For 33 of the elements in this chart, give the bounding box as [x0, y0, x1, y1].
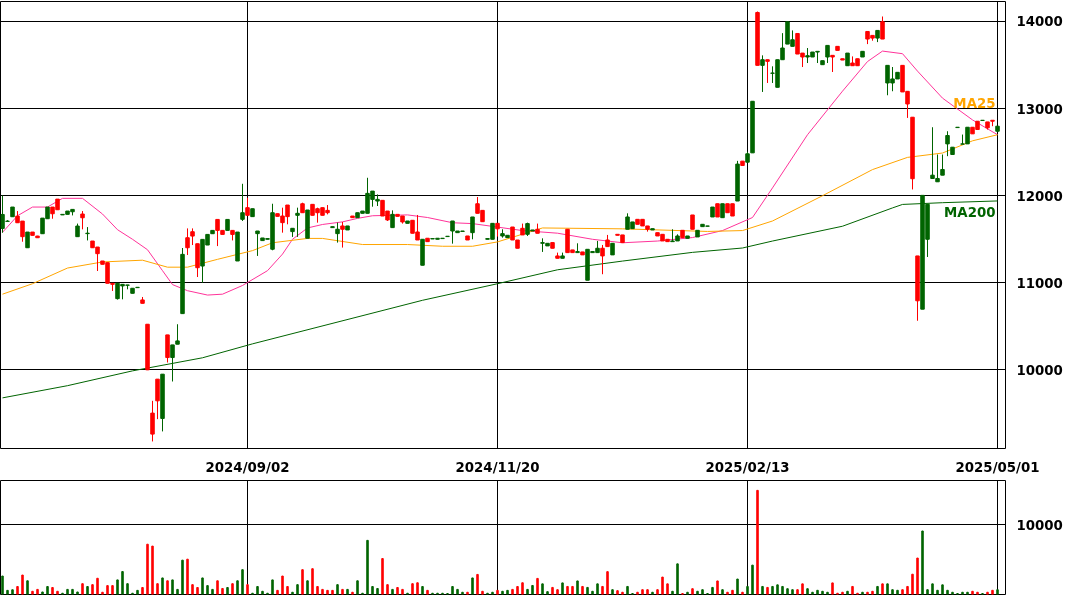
- candlestick: [470, 216, 475, 240]
- series-label: MA200: [944, 204, 996, 220]
- candlestick: [165, 334, 170, 363]
- candlestick: [335, 222, 340, 244]
- line-series: [2, 134, 998, 295]
- candlestick: [340, 221, 345, 249]
- candlestick: [80, 210, 85, 230]
- candlestick: [945, 130, 950, 157]
- y-tick-label: 10000: [1016, 362, 1063, 378]
- y-tick-label: 14000: [1016, 14, 1063, 30]
- x-tick-label: 2025/02/13: [705, 459, 790, 475]
- x-tick-label: 2025/05/01: [955, 459, 1040, 475]
- candlestick: [185, 227, 190, 256]
- x-tick-label: 2024/11/20: [455, 459, 540, 475]
- candlestick: [240, 183, 245, 222]
- y-tick-label: 11000: [1016, 275, 1063, 291]
- candlestick: [195, 243, 200, 278]
- candlestick: [85, 226, 90, 241]
- candlestick: [880, 15, 885, 40]
- candlestick: [150, 400, 155, 442]
- candlestick: [940, 154, 945, 176]
- y-tick-label: 13000: [1016, 101, 1063, 117]
- candlestick: [155, 378, 160, 420]
- y-tick-label: 10000: [1016, 517, 1063, 533]
- candlestick: [765, 59, 770, 84]
- series-label: MA25: [953, 95, 996, 111]
- candlestick: [760, 54, 765, 93]
- x-tick-label: 2024/09/02: [205, 459, 290, 475]
- y-tick-label: 12000: [1016, 188, 1063, 204]
- candlestick: [255, 230, 260, 257]
- line-series: [2, 50, 998, 296]
- candlestick: [600, 244, 605, 275]
- candlestick: [295, 207, 300, 238]
